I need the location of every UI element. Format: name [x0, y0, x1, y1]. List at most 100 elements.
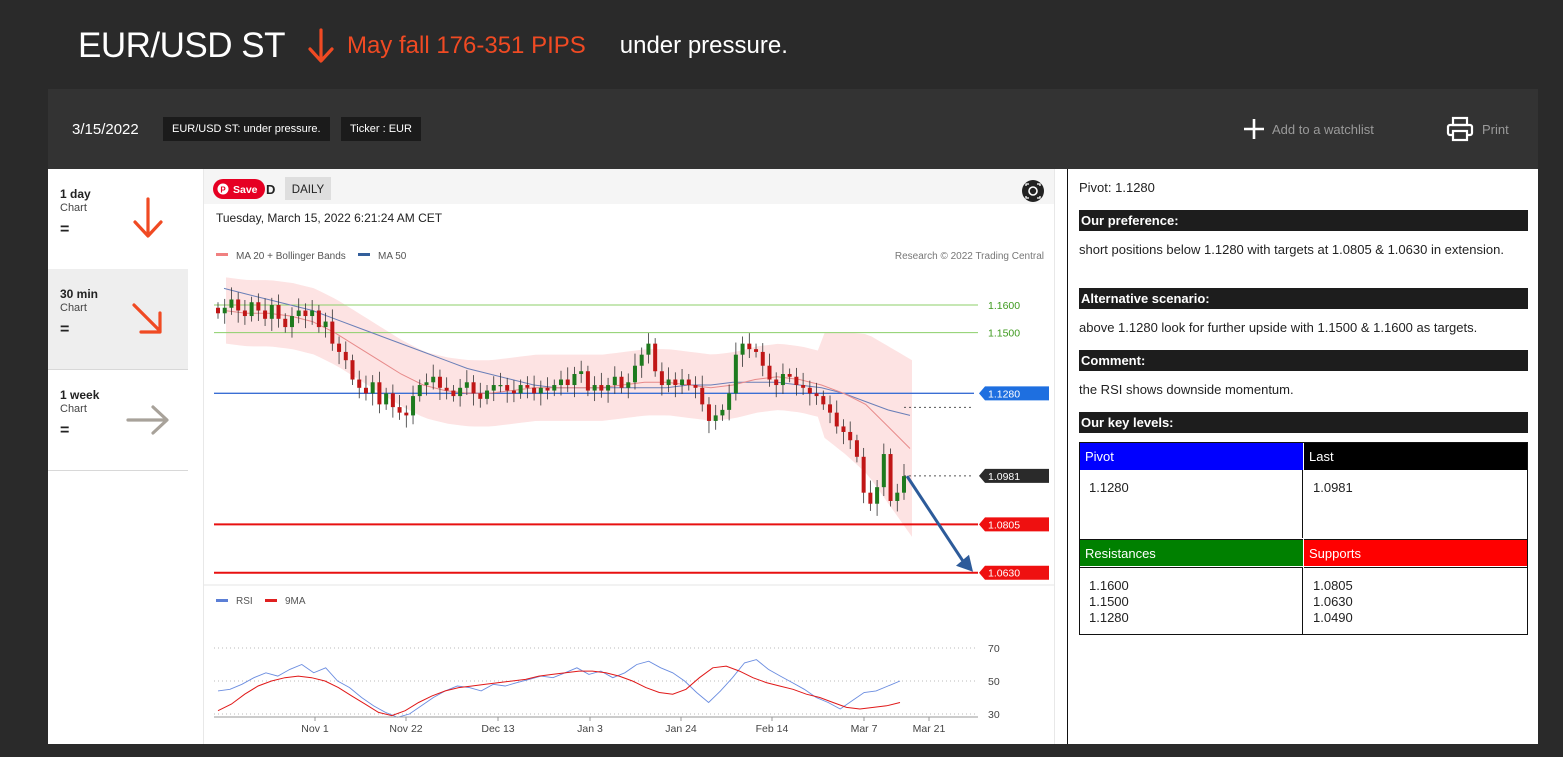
candle — [505, 385, 510, 391]
resistance-level-label: 1.1500 — [988, 328, 1020, 340]
candle — [451, 390, 456, 397]
x-tick-label: Nov 1 — [301, 723, 329, 735]
candle — [585, 371, 590, 391]
candle — [639, 354, 644, 366]
pivot-price-tag — [979, 386, 1049, 401]
key-levels-table: Pivot Last 1.1280 1.0981 Resistances Sup… — [1079, 442, 1528, 635]
candle — [565, 379, 570, 386]
chart-canvas: P Save D DAILY Tuesday, March 15, 2022 6… — [204, 169, 1054, 735]
candle — [854, 440, 859, 457]
candle — [357, 379, 362, 388]
x-tick-label: Mar 7 — [851, 723, 878, 735]
candle — [249, 302, 254, 317]
comment-heading: Comment: — [1079, 350, 1528, 371]
candle — [828, 404, 833, 413]
candle — [780, 374, 785, 386]
screenshot-icon[interactable] — [1022, 180, 1044, 202]
candle — [895, 492, 900, 501]
timeframe-30-min[interactable]: 30 min Chart = — [48, 269, 188, 370]
print-label: Print — [1482, 121, 1509, 137]
candle — [370, 382, 375, 394]
ma20-legend: MA 20 + Bollinger Bands — [236, 251, 346, 262]
candle — [767, 365, 772, 380]
candle — [861, 456, 866, 493]
support-value: 1.0490 — [1313, 610, 1353, 625]
candle — [579, 371, 584, 374]
resistances-values: 1.1600 1.1500 1.1280 — [1080, 567, 1303, 634]
x-tick-label: Feb 14 — [756, 723, 789, 735]
last-value: 1.0981 — [1313, 480, 1353, 495]
ticker-tag: Ticker : EUR — [341, 117, 421, 141]
candle — [242, 310, 247, 317]
candle — [888, 454, 893, 501]
candle — [216, 307, 220, 314]
last-price-tag — [979, 468, 1049, 483]
rsi-tick-label: 30 — [988, 709, 1000, 721]
candle — [760, 351, 765, 366]
candle — [787, 374, 792, 377]
pinterest-save-button[interactable]: P Save — [213, 179, 265, 199]
preference-heading: Our preference: — [1079, 210, 1528, 231]
add-to-watchlist-button[interactable]: Add to a watchlist — [1242, 117, 1374, 141]
candle — [666, 379, 671, 386]
candle — [680, 379, 685, 386]
candle — [404, 412, 409, 416]
preference-text: short positions below 1.1280 with target… — [1079, 242, 1504, 257]
candle — [363, 387, 368, 394]
candle — [437, 376, 442, 388]
ma20-legend-swatch — [216, 253, 228, 256]
candle — [706, 404, 711, 421]
chart-timestamp: Tuesday, March 15, 2022 6:21:24 AM CET — [216, 211, 443, 225]
candle — [814, 393, 819, 397]
analysis-date: 3/15/2022 — [72, 121, 139, 138]
candle — [848, 431, 853, 441]
svg-text:Save: Save — [233, 184, 258, 196]
alternative-text: above 1.1280 look for further upside wit… — [1079, 320, 1478, 335]
x-tick-label: Dec 13 — [481, 723, 514, 735]
candle — [646, 343, 651, 355]
candle — [323, 321, 328, 328]
print-button[interactable]: Print — [1446, 116, 1509, 142]
resistance-value: 1.1500 — [1089, 594, 1129, 609]
timeframe-1-week[interactable]: 1 week Chart = — [48, 370, 188, 471]
symbol-tail: D — [266, 182, 275, 197]
candle — [464, 382, 469, 388]
x-tick-label: Nov 22 — [389, 723, 422, 735]
candle — [263, 310, 268, 319]
chart-credit: Research © 2022 Trading Central — [895, 251, 1044, 262]
candle — [599, 385, 604, 391]
timeframe-value: = — [60, 321, 70, 338]
candle — [276, 305, 281, 319]
candle — [417, 385, 422, 397]
timeframe-1-day[interactable]: 1 day Chart = — [48, 169, 188, 270]
candle — [377, 382, 382, 405]
rsi-line — [217, 659, 901, 718]
headline-subtitle: under pressure. — [619, 32, 788, 59]
rsi-legend: RSI — [236, 596, 253, 607]
candle — [498, 385, 503, 387]
candle — [794, 376, 799, 386]
candle — [693, 385, 698, 388]
timeframe-sub: Chart — [60, 202, 87, 214]
instrument-title: EUR/USD ST — [78, 26, 285, 65]
candle — [632, 365, 637, 383]
candle — [619, 376, 624, 388]
candle — [485, 390, 490, 399]
supports-values: 1.0805 1.0630 1.0490 — [1304, 567, 1527, 634]
candle — [572, 374, 577, 386]
rsi-ma-line — [217, 665, 901, 717]
price-chart: P Save D DAILY Tuesday, March 15, 2022 6… — [203, 169, 1055, 744]
candle — [612, 376, 617, 386]
resistance-level-label: 1.1600 — [988, 300, 1020, 312]
candle — [700, 387, 705, 405]
arrow-down-icon — [305, 26, 337, 66]
forecast-arrow — [905, 475, 968, 567]
candle — [229, 299, 234, 308]
plus-icon — [1244, 119, 1264, 139]
support-value: 1.0805 — [1313, 578, 1353, 593]
candle — [659, 371, 664, 386]
candle — [269, 305, 274, 319]
rsi-legend-swatch — [216, 599, 228, 602]
candle — [431, 376, 436, 383]
forecast-arrow-head — [956, 554, 973, 572]
